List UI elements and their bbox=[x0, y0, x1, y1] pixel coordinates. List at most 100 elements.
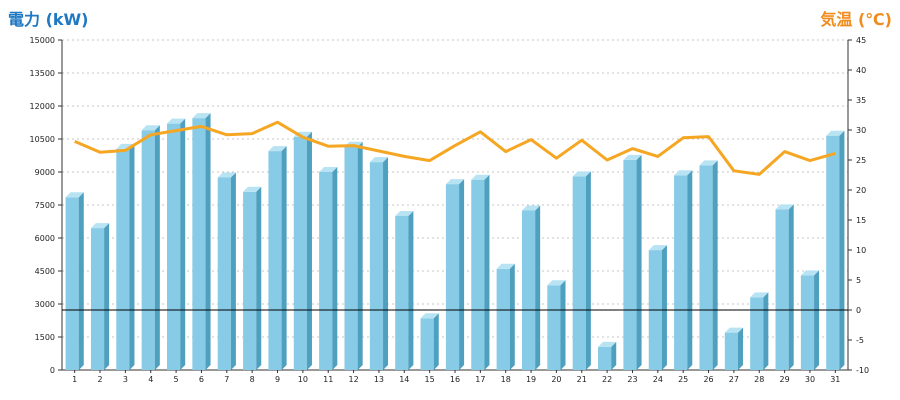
bar bbox=[521, 210, 536, 370]
bar-side bbox=[611, 341, 617, 370]
bar-top bbox=[141, 125, 160, 131]
bar bbox=[699, 165, 713, 370]
bar-side bbox=[104, 223, 110, 370]
bar-side bbox=[560, 280, 566, 370]
bar bbox=[192, 118, 206, 370]
x-tick-label: 6 bbox=[199, 375, 204, 384]
x-tick-label: 26 bbox=[703, 375, 713, 384]
x-tick-label: 27 bbox=[729, 375, 739, 384]
left-tick-label: 6000 bbox=[35, 234, 55, 243]
bar-top bbox=[699, 160, 718, 166]
bar-top bbox=[369, 157, 389, 163]
bar-side bbox=[408, 211, 414, 370]
bar bbox=[547, 285, 561, 370]
bar-side bbox=[357, 141, 363, 370]
bar bbox=[141, 130, 155, 370]
bar bbox=[800, 275, 815, 370]
bar bbox=[217, 177, 231, 370]
bar bbox=[598, 346, 612, 370]
temperature-line bbox=[74, 120, 836, 176]
bar-side bbox=[535, 205, 541, 370]
bar bbox=[724, 332, 738, 370]
bar bbox=[750, 297, 764, 370]
left-tick-label: 3000 bbox=[35, 300, 55, 309]
bar-side bbox=[839, 130, 845, 370]
bar-top bbox=[598, 341, 617, 347]
bar bbox=[674, 175, 688, 370]
bar-side bbox=[433, 313, 439, 370]
bar-side bbox=[459, 179, 465, 370]
bar-top bbox=[65, 192, 84, 198]
right-tick-label: 35 bbox=[856, 96, 866, 105]
bar bbox=[420, 318, 434, 370]
right-tick-label: 5 bbox=[856, 276, 861, 285]
right-tick-label: -10 bbox=[856, 366, 869, 375]
bar-top bbox=[471, 174, 490, 180]
bar bbox=[572, 176, 586, 370]
bar bbox=[243, 191, 257, 370]
bar-side bbox=[585, 171, 591, 370]
right-tick-label: 20 bbox=[856, 186, 866, 195]
left-tick-label: 13500 bbox=[30, 69, 55, 78]
bar bbox=[826, 135, 840, 370]
right-tick-label: 10 bbox=[856, 246, 866, 255]
bar-side bbox=[687, 170, 693, 370]
x-tick-label: 19 bbox=[526, 375, 536, 384]
bar-top bbox=[268, 146, 287, 152]
x-tick-label: 3 bbox=[123, 375, 128, 384]
right-tick-label: 30 bbox=[856, 126, 866, 135]
x-tick-label: 14 bbox=[399, 375, 409, 384]
bar-top bbox=[674, 170, 693, 176]
bar-side bbox=[230, 172, 236, 370]
bar-side bbox=[788, 204, 794, 370]
right-tick-label: 45 bbox=[856, 36, 866, 45]
bar bbox=[496, 268, 510, 370]
x-tick-label: 20 bbox=[551, 375, 561, 384]
right-tick-label: 25 bbox=[856, 156, 866, 165]
bar-side bbox=[306, 131, 312, 370]
bar-top bbox=[724, 327, 743, 333]
left-tick-label: 12000 bbox=[30, 102, 55, 111]
bar bbox=[90, 228, 105, 370]
x-tick-label: 17 bbox=[475, 375, 485, 384]
bar-side bbox=[636, 154, 642, 370]
left-tick-label: 15000 bbox=[30, 36, 55, 45]
bar-side bbox=[205, 113, 211, 370]
bar-top bbox=[572, 171, 591, 177]
left-tick-label: 7500 bbox=[35, 201, 55, 210]
bar-top bbox=[800, 270, 820, 276]
bar-top bbox=[826, 130, 845, 136]
left-tick-label: 4500 bbox=[35, 267, 55, 276]
bar-side bbox=[256, 186, 262, 370]
x-tick-label: 24 bbox=[653, 375, 663, 384]
left-tick-label: 10500 bbox=[30, 135, 55, 144]
bar-top bbox=[90, 223, 110, 229]
x-tick-label: 12 bbox=[348, 375, 358, 384]
bar-top bbox=[648, 245, 667, 251]
x-tick-label: 7 bbox=[224, 375, 229, 384]
bar-top bbox=[167, 118, 186, 124]
bar bbox=[471, 179, 485, 370]
bar-side bbox=[484, 174, 490, 370]
x-tick-label: 11 bbox=[323, 375, 333, 384]
bar-top bbox=[775, 204, 794, 210]
bar-side bbox=[814, 270, 820, 370]
right-tick-label: 40 bbox=[856, 66, 866, 75]
bar-top bbox=[496, 263, 515, 269]
bar-side bbox=[383, 157, 389, 370]
x-tick-label: 2 bbox=[97, 375, 102, 384]
bar bbox=[319, 172, 333, 370]
bar-side bbox=[332, 167, 338, 370]
x-tick-label: 30 bbox=[805, 375, 815, 384]
bar-side bbox=[78, 192, 84, 370]
bar-top bbox=[319, 167, 338, 172]
right-axis-title: 気温 (℃) bbox=[820, 10, 892, 29]
x-tick-label: 31 bbox=[830, 375, 840, 384]
x-tick-label: 22 bbox=[602, 375, 612, 384]
bar-side bbox=[737, 327, 743, 370]
bar-side bbox=[661, 245, 667, 370]
bar-side bbox=[509, 263, 515, 370]
left-tick-label: 9000 bbox=[35, 168, 55, 177]
bar-side bbox=[180, 118, 186, 370]
